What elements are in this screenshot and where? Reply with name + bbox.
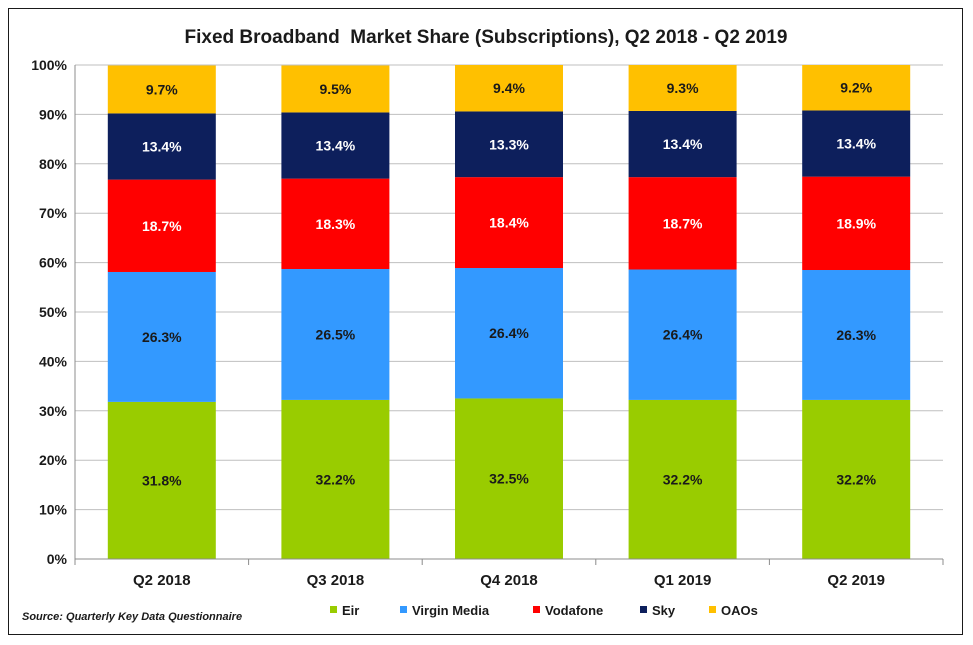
chart-title: Fixed Broadband Market Share (Subscripti… <box>185 27 788 48</box>
bar-segment <box>281 65 390 113</box>
y-tick-label: 20% <box>39 452 68 468</box>
data-label: 26.4% <box>663 327 703 343</box>
bar-segment <box>455 268 563 399</box>
y-tick-label: 10% <box>39 502 68 518</box>
x-tick-label: Q4 2018 <box>480 572 538 589</box>
bar-segment <box>802 176 911 271</box>
x-tick-label: Q3 2018 <box>307 572 365 589</box>
data-label: 32.2% <box>316 471 356 487</box>
bar-segment <box>281 112 390 179</box>
y-tick-label: 60% <box>39 255 68 271</box>
data-label: 13.4% <box>836 136 876 152</box>
legend-label: OAOs <box>721 603 758 618</box>
data-label: 18.7% <box>663 215 703 231</box>
bars: 31.8% 26.3% 18.7% 13.4% 9.7% 32.2% 26.5% 18.3% 1… <box>107 65 911 559</box>
data-label: 9.2% <box>840 80 872 96</box>
x-tick-label: Q1 2019 <box>654 572 712 589</box>
data-label: 26.5% <box>316 326 356 342</box>
data-label: 9.5% <box>319 81 351 97</box>
legend-label: Virgin Media <box>412 603 490 618</box>
bar-segment <box>281 269 390 400</box>
y-tick-label: 90% <box>39 106 68 122</box>
x-tick-label: Q2 2018 <box>133 572 191 589</box>
data-label: 32.2% <box>663 471 703 487</box>
data-label: 9.4% <box>493 80 525 96</box>
y-tick-label: 70% <box>39 205 68 221</box>
bar-segment <box>107 401 216 559</box>
x-tick-label: Q2 2019 <box>827 572 885 589</box>
data-label: 32.2% <box>836 471 876 487</box>
data-label: 31.8% <box>142 472 182 488</box>
data-label: 13.4% <box>316 138 356 154</box>
y-tick-label: 80% <box>39 156 68 172</box>
axes <box>74 65 944 565</box>
bar-segment <box>802 65 911 111</box>
bar-segment <box>455 65 563 112</box>
bar-segment <box>107 65 216 114</box>
y-tick-label: 100% <box>31 57 67 73</box>
bar-segment <box>455 177 563 269</box>
legend-label: Sky <box>652 603 676 618</box>
bar-segment <box>281 399 390 559</box>
bar-segment <box>628 399 737 559</box>
bar-segment <box>802 270 911 400</box>
legend-label: Eir <box>342 603 359 618</box>
legend-label: Vodafone <box>545 603 603 618</box>
bar-segment <box>802 399 911 559</box>
y-tick-label: 50% <box>39 304 68 320</box>
data-label: 32.5% <box>489 471 529 487</box>
legend-swatch <box>330 606 337 613</box>
bar-segment <box>628 110 737 178</box>
data-label: 26.3% <box>836 327 876 343</box>
data-label: 26.4% <box>489 325 529 341</box>
y-tick-label: 40% <box>39 353 68 369</box>
y-axis-tick-labels: 0% 10% 20% 30% 40% 50% 60% 70% 80% 90% 100% <box>31 57 67 567</box>
data-label: 13.4% <box>663 136 703 152</box>
legend: Eir Virgin Media Vodafone Sky OAOs <box>330 603 758 618</box>
bar-segment <box>802 110 911 177</box>
data-label: 9.3% <box>667 80 699 96</box>
bar-segment <box>455 111 563 178</box>
legend-swatch <box>400 606 407 613</box>
data-label: 13.3% <box>489 136 529 152</box>
data-label: 18.4% <box>489 215 529 231</box>
data-label: 26.3% <box>142 329 182 345</box>
data-label: 18.3% <box>316 216 356 232</box>
bar-segment <box>107 113 216 180</box>
legend-swatch <box>533 606 540 613</box>
y-tick-label: 0% <box>47 551 68 567</box>
bar-segment <box>107 179 216 272</box>
data-label: 18.7% <box>142 218 182 234</box>
legend-swatch <box>640 606 647 613</box>
bar-segment <box>628 269 737 400</box>
source-note: Source: Quarterly Key Data Questionnaire <box>22 611 242 623</box>
bar-segment <box>628 177 737 270</box>
bar-segment <box>628 65 737 111</box>
bar-segment <box>281 178 390 270</box>
data-label: 18.9% <box>836 215 876 231</box>
data-label: 9.7% <box>146 81 178 97</box>
bar-segment <box>455 398 563 559</box>
legend-swatch <box>709 606 716 613</box>
data-label: 13.4% <box>142 139 182 155</box>
x-axis-tick-labels: Q2 2018 Q3 2018 Q4 2018 Q1 2019 Q2 2019 <box>133 572 885 589</box>
y-tick-label: 30% <box>39 403 68 419</box>
chart-frame <box>8 8 963 635</box>
bar-segment <box>107 271 216 402</box>
